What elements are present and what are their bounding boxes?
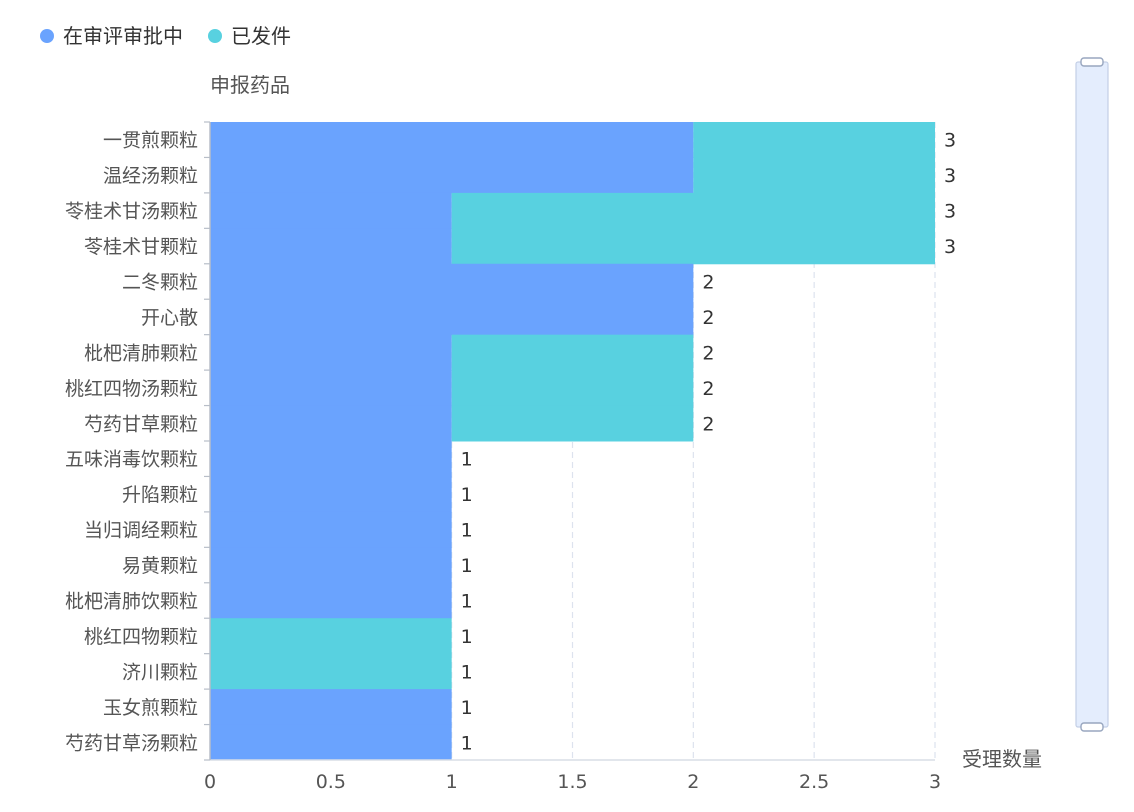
legend-swatch[interactable] — [40, 29, 54, 43]
bar-segment-pending[interactable] — [210, 547, 452, 584]
data-label: 2 — [702, 378, 714, 400]
x-tick-label: 0 — [204, 771, 216, 793]
data-label: 2 — [702, 307, 714, 329]
bar-segment-pending[interactable] — [210, 582, 452, 619]
category-label: 枇杷清肺颗粒 — [84, 342, 198, 364]
category-label: 苓桂术甘汤颗粒 — [65, 201, 198, 223]
data-label: 1 — [461, 661, 473, 683]
data-label: 1 — [461, 520, 473, 542]
category-label: 苓桂术甘颗粒 — [84, 236, 198, 258]
data-label: 3 — [944, 130, 956, 152]
category-label: 温经汤颗粒 — [103, 165, 198, 187]
x-tick-label: 0.5 — [316, 771, 346, 793]
category-label: 升陷颗粒 — [122, 484, 198, 506]
category-label: 枇杷清肺饮颗粒 — [65, 591, 198, 613]
legend-label[interactable]: 已发件 — [231, 24, 291, 48]
legend-swatch[interactable] — [208, 29, 222, 43]
bars[interactable] — [210, 122, 935, 761]
category-label: 当归调经颗粒 — [84, 520, 198, 542]
bar-segment-pending[interactable] — [210, 192, 452, 229]
x-tick-label: 1 — [446, 771, 458, 793]
bar-segment-pending[interactable] — [210, 689, 452, 726]
data-label: 2 — [702, 342, 714, 364]
bar-segment-issued[interactable] — [451, 192, 935, 229]
x-tick-label: 1.5 — [557, 771, 587, 793]
x-tick-label: 2 — [687, 771, 699, 793]
x-tick-label: 3 — [929, 771, 941, 793]
category-label: 一贯煎颗粒 — [103, 130, 198, 152]
bar-segment-issued[interactable] — [693, 157, 935, 194]
category-label: 二冬颗粒 — [122, 272, 198, 294]
bar-segment-pending[interactable] — [210, 511, 452, 548]
data-label: 1 — [461, 449, 473, 471]
data-label: 3 — [944, 201, 956, 223]
category-label: 开心散 — [141, 307, 198, 329]
data-label: 3 — [944, 165, 956, 187]
data-label: 2 — [702, 413, 714, 435]
y-axis: 一贯煎颗粒温经汤颗粒苓桂术甘汤颗粒苓桂术甘颗粒二冬颗粒开心散枇杷清肺颗粒桃红四物… — [65, 121, 211, 761]
bar-segment-issued[interactable] — [451, 334, 694, 371]
category-label: 芍药甘草颗粒 — [84, 413, 198, 435]
data-label: 1 — [461, 591, 473, 613]
datazoom-slider[interactable] — [1075, 57, 1109, 732]
data-label: 3 — [944, 236, 956, 258]
data-label: 1 — [461, 732, 473, 754]
data-labels: 3 3 3 3 2 2 2 2 2 1 1 1 1 1 1 1 1 1 — [461, 130, 956, 755]
category-label: 济川颗粒 — [122, 661, 198, 683]
legend[interactable]: 在审评审批中 已发件 — [40, 24, 291, 48]
bar-segment-pending[interactable] — [210, 441, 452, 477]
category-label: 五味消毒饮颗粒 — [65, 449, 198, 471]
bar-segment-pending[interactable] — [210, 405, 452, 442]
bar-segment-issued[interactable] — [451, 228, 935, 265]
data-label: 1 — [461, 555, 473, 577]
bar-segment-issued[interactable] — [451, 405, 694, 442]
data-label: 1 — [461, 626, 473, 648]
category-label: 玉女煎颗粒 — [103, 697, 198, 719]
bar-segment-pending[interactable] — [210, 263, 694, 300]
category-label: 芍药甘草汤颗粒 — [65, 732, 198, 754]
bar-segment-pending[interactable] — [210, 228, 452, 265]
data-label: 2 — [702, 272, 714, 294]
datazoom-track[interactable] — [1075, 61, 1109, 728]
bar-segment-issued[interactable] — [693, 122, 935, 158]
x-axis: 0 0.5 1 1.5 2 2.5 3 — [204, 759, 941, 793]
bar-segment-pending[interactable] — [210, 370, 452, 407]
bar-segment-issued[interactable] — [451, 370, 694, 407]
x-axis-title: 受理数量 — [962, 747, 1042, 771]
bar-segment-pending[interactable] — [210, 157, 694, 194]
datazoom-handle-bottom[interactable] — [1080, 722, 1104, 732]
bar-segment-issued[interactable] — [210, 618, 452, 655]
bar-segment-issued[interactable] — [210, 653, 452, 690]
data-label: 1 — [461, 484, 473, 506]
category-label: 桃红四物汤颗粒 — [65, 378, 198, 400]
bar-segment-pending[interactable] — [210, 724, 452, 761]
x-tick-label: 2.5 — [799, 771, 829, 793]
data-label: 1 — [461, 697, 473, 719]
legend-label[interactable]: 在审评审批中 — [63, 24, 183, 48]
bar-segment-pending[interactable] — [210, 476, 452, 513]
datazoom-handle-top[interactable] — [1080, 57, 1104, 67]
y-axis-title: 申报药品 — [210, 73, 290, 97]
category-label: 桃红四物颗粒 — [84, 626, 198, 648]
category-label: 易黄颗粒 — [122, 555, 198, 577]
bar-segment-pending[interactable] — [210, 334, 452, 371]
bar-segment-pending[interactable] — [210, 299, 694, 336]
bar-segment-pending[interactable] — [210, 122, 694, 158]
